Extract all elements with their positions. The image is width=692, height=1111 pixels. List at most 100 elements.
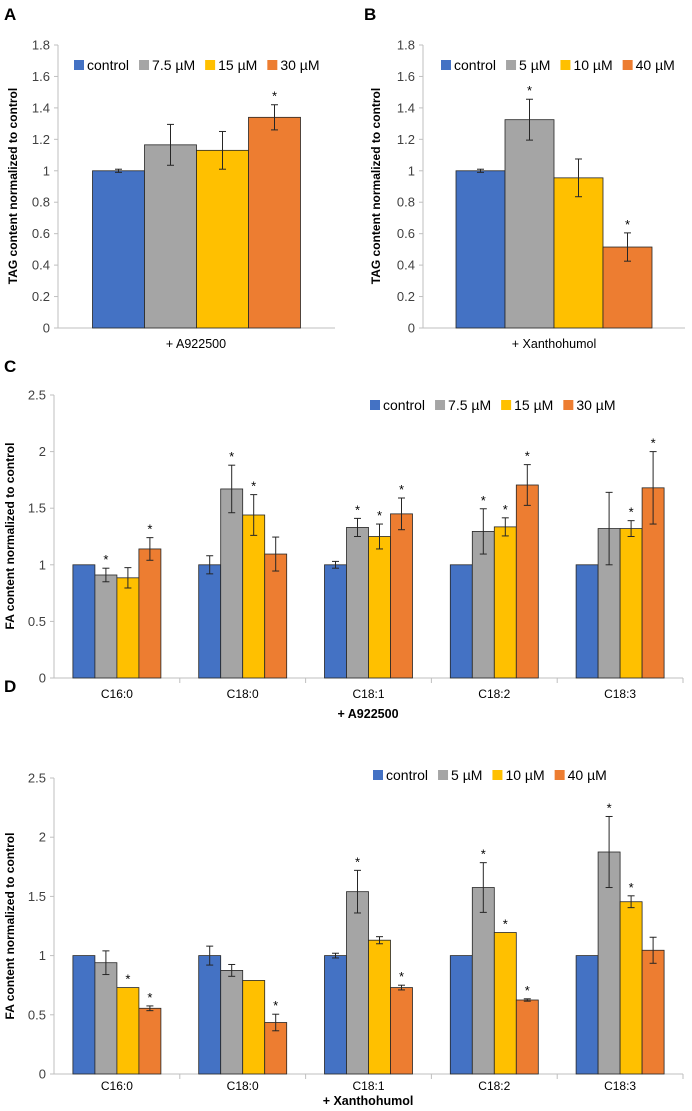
significance-marker: * [503, 502, 508, 517]
legend-label: 5 µM [519, 57, 550, 73]
legend-swatch [267, 60, 278, 70]
y-tick-label: 1 [39, 557, 46, 572]
bar-d-3-2 [390, 987, 413, 1075]
bar-a-1-0 [144, 144, 197, 329]
bar-d-0-2 [324, 955, 347, 1075]
y-tick-label: 1.6 [32, 69, 50, 84]
significance-marker: * [607, 800, 612, 815]
bar-c-1-1 [220, 488, 244, 679]
legend-label: 40 µM [636, 57, 675, 73]
bar-d-2-3 [493, 932, 517, 1075]
y-tick-label: 0.5 [28, 1007, 46, 1022]
y-tick-label: 1.2 [32, 132, 50, 147]
bar-d-3-3 [515, 999, 539, 1075]
legend-swatch [370, 400, 380, 410]
significance-marker: * [525, 983, 530, 998]
bar-d-1-2 [346, 891, 369, 1075]
bar-d-2-1 [242, 980, 266, 1075]
bar-c-0-0 [72, 564, 96, 679]
bar-d-1-3 [471, 887, 495, 1075]
significance-marker: * [272, 89, 277, 104]
legend-label: control [386, 767, 428, 783]
legend-swatch [438, 770, 449, 780]
bar-a-3-0 [248, 116, 301, 329]
y-tick-label: 0.8 [397, 195, 415, 210]
y-tick-label: 1.6 [397, 69, 415, 84]
panel-d: D 0 0.5 1 1.5 2 2.5 FA content normalized to co… [3, 677, 684, 1108]
bar-d-3-0 [138, 1007, 162, 1075]
panel-letter: A [4, 5, 16, 24]
y-tick-label: 0 [39, 671, 46, 686]
significance-marker: * [229, 449, 234, 464]
legend-swatch [554, 770, 565, 780]
y-tick-label: 0 [408, 321, 415, 336]
category-label: C18:1 [352, 687, 384, 701]
bar-c-3-1 [264, 553, 288, 679]
bar-c-3-3 [515, 484, 539, 679]
category-label: C18:0 [227, 1079, 259, 1093]
x-axis-title: + A922500 [337, 707, 398, 721]
y-tick-label: 1.4 [32, 100, 50, 115]
panel-b: B 0 0.2 0.4 0.6 0.8 1 1.2 1.4 1.6 1.8 TAG content n… [364, 5, 685, 351]
bar-c-2-3 [493, 526, 517, 679]
y-tick-label: 1.4 [397, 100, 415, 115]
y-tick-label: 1.5 [28, 889, 46, 904]
legend-label: control [87, 57, 129, 73]
y-axis-title: FA content normalized to control [3, 443, 17, 630]
significance-marker: * [355, 502, 360, 517]
y-tick-label: 1 [408, 163, 415, 178]
bar-b-1-0 [504, 119, 555, 329]
y-tick-label: 0.4 [32, 258, 50, 273]
significance-marker: * [651, 436, 656, 451]
significance-marker: * [147, 522, 152, 537]
bar-d-2-0 [116, 987, 140, 1075]
y-tick-label: 0 [39, 1067, 46, 1082]
category-label: C16:0 [101, 687, 133, 701]
category-label: C18:0 [227, 687, 259, 701]
y-tick-label: 1.8 [397, 38, 415, 53]
category-label: C18:3 [604, 1079, 636, 1093]
panel-letter: C [4, 357, 16, 376]
bar-d-1-0 [94, 962, 118, 1075]
panel-a: A 0 0.2 0.4 0.6 0.8 1 1.2 1.4 1.6 1.8 TAG content n… [4, 5, 335, 351]
legend-swatch [506, 60, 517, 70]
bar-c-0-2 [324, 564, 347, 679]
y-tick-label: 0.6 [32, 226, 50, 241]
panel-letter: D [4, 677, 16, 696]
bar-b-0-0 [455, 170, 506, 329]
significance-marker: * [481, 847, 486, 862]
y-tick-label: 2 [39, 444, 46, 459]
legend-label: 7.5 µM [448, 397, 491, 413]
legend-swatch [622, 60, 633, 70]
significance-marker: * [399, 482, 404, 497]
legend-label: 30 µM [576, 397, 615, 413]
significance-marker: * [625, 217, 630, 232]
legend-label: 10 µM [505, 767, 544, 783]
y-tick-label: 1.5 [28, 501, 46, 516]
legend-swatch [205, 60, 216, 70]
bar-c-2-1 [242, 514, 266, 679]
bar-c-3-0 [138, 548, 162, 679]
bar-a-0-0 [92, 170, 145, 329]
y-tick-label: 1.2 [397, 132, 415, 147]
bar-a-2-0 [196, 149, 249, 329]
bar-c-2-4 [619, 528, 643, 679]
y-tick-label: 0.4 [397, 258, 415, 273]
legend-label: 15 µM [218, 57, 257, 73]
bar-c-1-2 [346, 527, 369, 679]
bar-c-2-0 [116, 577, 140, 679]
legend: control 7.5 µM 15 µM 30 µM [370, 397, 616, 413]
legend-swatch [373, 770, 383, 780]
legend-label: 40 µM [568, 767, 607, 783]
legend-swatch [441, 60, 451, 70]
category-label: C18:2 [478, 687, 510, 701]
y-tick-label: 0.2 [397, 289, 415, 304]
x-axis-title: + Xanthohumol [323, 1094, 414, 1108]
category-label: C18:3 [604, 687, 636, 701]
significance-marker: * [103, 552, 108, 567]
significance-marker: * [273, 998, 278, 1013]
panel-c: C 0 0.5 1 1.5 2 2.5 FA content normalized to co… [3, 357, 684, 721]
bar-d-1-1 [220, 970, 244, 1075]
x-axis-title: + Xanthohumol [512, 337, 596, 351]
y-axis-title: TAG content normalized to control [6, 88, 20, 284]
